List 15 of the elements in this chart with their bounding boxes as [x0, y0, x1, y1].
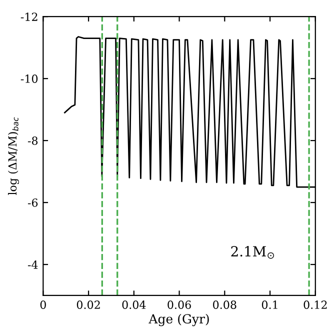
- x-tick-label: 0.02: [76, 300, 100, 309]
- x-tick-label: 0.06: [168, 300, 191, 309]
- x-tick-label: 0.04: [122, 300, 146, 309]
- y-tick-label: -8: [28, 136, 38, 145]
- y-tick-label: -6: [28, 198, 38, 207]
- x-tick-label: 0.12: [304, 300, 327, 309]
- annotation: 2.1M$_{⊙}$: [231, 246, 274, 259]
- x-tick-label: 0.08: [213, 300, 236, 309]
- x-tick-label: 0.1: [262, 300, 278, 309]
- y-axis-title: log (ΔM/M)$_{bac}$: [8, 117, 19, 195]
- y-tick-label: -12: [20, 12, 38, 21]
- x-tick-label: 0: [40, 300, 46, 309]
- y-tick-label: -4: [28, 260, 38, 269]
- y-tick-label: -10: [20, 74, 38, 83]
- x-axis-title: Age (Gyr): [148, 314, 209, 326]
